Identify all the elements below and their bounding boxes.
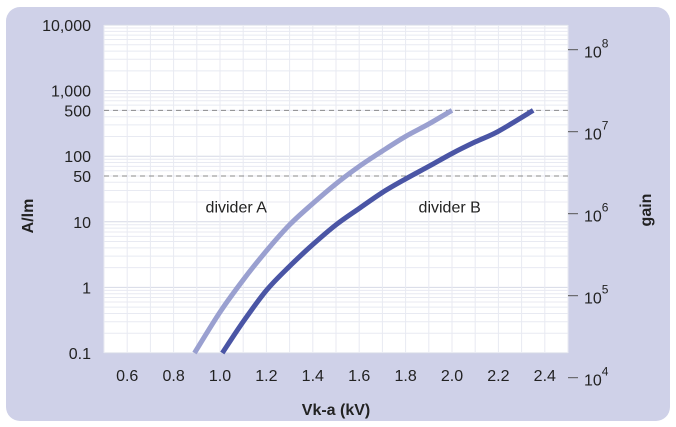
- series-line-divider-b: [220, 108, 535, 355]
- y-tick-label: 500: [64, 103, 91, 120]
- y-tick-label: 50: [73, 169, 91, 186]
- x-tick-label: 2.4: [534, 368, 556, 385]
- x-tick-label: 1.2: [255, 368, 277, 385]
- y2-tick-label: 105: [584, 283, 609, 308]
- x-tick-label: 1.8: [394, 368, 416, 385]
- y-tick-label: 10: [73, 215, 91, 232]
- y-tick-label: 10,000: [42, 18, 91, 35]
- x-tick-label: 2.2: [487, 368, 509, 385]
- y2-axis-title: gain: [638, 194, 655, 227]
- x-tick-label: 1.0: [209, 368, 231, 385]
- y2-tick-label: 107: [584, 119, 609, 144]
- y2-tick-label: 106: [584, 201, 609, 226]
- y2-tick-label: 108: [584, 37, 609, 62]
- y-tick-label: 1,000: [51, 84, 91, 101]
- y-axis-title: A/lm: [20, 199, 37, 234]
- x-tick-label: 1.6: [348, 368, 370, 385]
- x-tick-label: 2.0: [441, 368, 463, 385]
- series-group: [192, 108, 535, 355]
- tick-labels: 0.6 0.8 1.0 1.2 1.4 1.6 1.8 2.0 2.2 2.4 10,000 1,00…: [42, 18, 609, 390]
- x-tick-label: 1.4: [302, 368, 324, 385]
- y-tick-label: 1: [82, 280, 91, 297]
- grid: [103, 24, 569, 354]
- x-axis-title: Vk-a (kV): [302, 402, 370, 419]
- annotations: divider A divider B: [206, 200, 481, 217]
- series-line-divider-a: [192, 108, 454, 355]
- x-tick-label: 0.8: [162, 368, 184, 385]
- y2-tick-label: 104: [584, 365, 609, 390]
- annotation-divider-b: divider B: [419, 200, 481, 217]
- annotation-divider-a: divider A: [206, 200, 268, 217]
- x-tick-label: 0.6: [116, 368, 138, 385]
- y-tick-label: 0.1: [69, 346, 91, 363]
- y-tick-label: 100: [64, 149, 91, 166]
